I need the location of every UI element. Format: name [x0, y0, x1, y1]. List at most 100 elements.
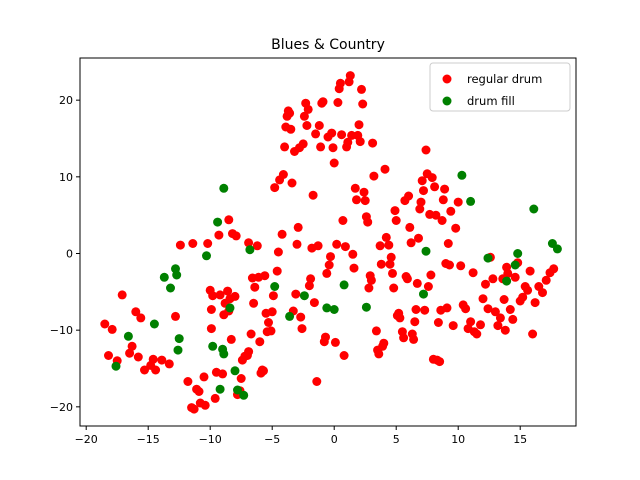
x-tick-label: 0	[331, 433, 338, 446]
data-point	[368, 138, 378, 148]
data-point	[445, 260, 454, 270]
data-point	[246, 329, 256, 339]
data-point	[348, 249, 358, 259]
data-point	[510, 272, 520, 282]
data-point	[206, 305, 216, 314]
data-point	[350, 183, 360, 193]
data-point	[316, 142, 326, 152]
data-point	[231, 231, 241, 241]
data-point	[299, 291, 309, 301]
x-tick-label: −15	[137, 433, 160, 446]
data-point	[213, 217, 223, 227]
data-point	[380, 164, 390, 174]
data-point	[314, 121, 324, 130]
data-point	[214, 230, 224, 240]
data-point	[299, 111, 309, 121]
data-point	[354, 120, 364, 130]
data-point	[508, 314, 518, 324]
data-point	[267, 307, 277, 317]
data-point	[172, 270, 182, 280]
x-tick-label: 10	[451, 433, 465, 446]
data-point	[339, 280, 349, 290]
data-point	[419, 289, 428, 299]
data-point	[446, 206, 456, 216]
x-tick-label: −5	[264, 433, 280, 446]
data-point	[360, 196, 370, 206]
data-point	[488, 274, 498, 284]
points-layer	[100, 71, 562, 414]
data-point	[333, 98, 343, 107]
data-point	[451, 223, 461, 233]
data-point	[208, 341, 218, 351]
data-point	[502, 276, 512, 286]
data-point	[490, 307, 500, 317]
data-point	[107, 324, 117, 334]
legend-label: regular drum	[467, 72, 542, 86]
data-point	[188, 239, 198, 248]
data-point	[199, 372, 209, 382]
data-point	[131, 307, 141, 317]
y-tick-label: −20	[50, 401, 73, 414]
data-point	[499, 295, 509, 304]
data-point	[384, 240, 394, 250]
data-point	[435, 357, 445, 367]
data-point	[405, 222, 415, 232]
data-point	[411, 305, 421, 314]
data-point	[375, 241, 385, 251]
data-point	[510, 260, 520, 270]
data-point	[326, 252, 335, 262]
x-tick-label: 15	[513, 433, 527, 446]
data-point	[402, 274, 412, 284]
data-point	[389, 283, 399, 293]
data-point	[381, 232, 391, 242]
data-point	[523, 285, 533, 295]
data-point	[223, 286, 233, 296]
data-point	[391, 216, 401, 225]
data-point	[245, 245, 255, 255]
data-point	[285, 108, 295, 118]
data-point	[437, 216, 447, 225]
data-point	[151, 365, 161, 375]
data-point	[495, 313, 505, 323]
data-point	[518, 292, 528, 302]
data-point	[318, 97, 328, 107]
data-point	[304, 281, 314, 291]
data-point	[395, 313, 405, 323]
data-point	[327, 128, 337, 138]
data-point	[466, 196, 476, 206]
data-point	[273, 247, 283, 257]
data-point	[291, 289, 301, 299]
data-point	[343, 137, 353, 147]
data-point	[421, 246, 431, 256]
data-point	[200, 400, 210, 410]
data-point	[278, 170, 288, 179]
data-point	[369, 171, 379, 181]
data-point	[308, 190, 318, 200]
data-point	[357, 84, 366, 94]
data-point	[302, 121, 312, 130]
data-point	[364, 283, 374, 293]
data-point	[309, 298, 319, 308]
data-point	[478, 294, 488, 304]
data-point	[255, 337, 265, 347]
data-point	[203, 239, 213, 248]
data-point	[183, 377, 193, 386]
data-point	[249, 298, 259, 308]
data-point	[259, 366, 268, 376]
data-point	[363, 217, 373, 227]
data-point	[219, 183, 229, 193]
data-point	[505, 305, 515, 314]
data-point	[285, 311, 295, 321]
data-point	[374, 349, 384, 359]
data-point	[416, 197, 426, 207]
data-point	[528, 329, 538, 339]
data-point	[552, 244, 562, 254]
data-point	[472, 329, 482, 339]
data-point	[264, 318, 273, 327]
data-point	[175, 240, 185, 250]
data-point	[280, 142, 290, 152]
data-point	[166, 283, 175, 293]
data-point	[268, 291, 278, 301]
data-point	[417, 176, 427, 186]
data-point	[298, 139, 308, 149]
